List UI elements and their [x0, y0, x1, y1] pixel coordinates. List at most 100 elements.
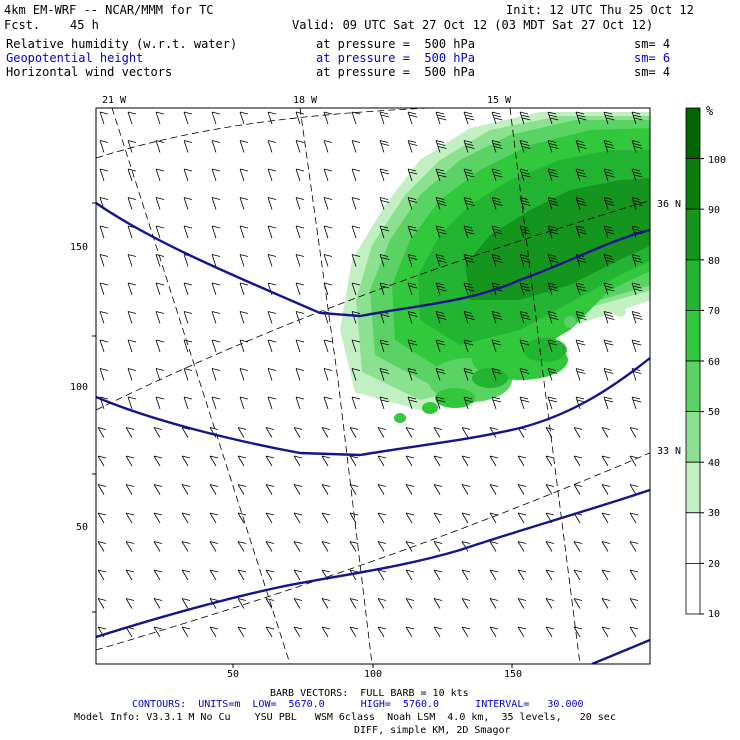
- colorbar-label: 20: [708, 559, 721, 570]
- wind-barb: [265, 541, 275, 552]
- relative-humidity-shading: [340, 112, 650, 423]
- wind-barb: [155, 111, 165, 125]
- wind-barb: [295, 111, 305, 125]
- wind-barb: [517, 626, 527, 638]
- wind-barb: [461, 626, 471, 638]
- wind-barb: [267, 396, 277, 410]
- wind-barb: [321, 427, 331, 438]
- humidity-area: [394, 413, 406, 423]
- wind-barb: [547, 311, 559, 324]
- wind-barb: [461, 569, 471, 581]
- colorbar-label: 10: [708, 609, 721, 620]
- geopotential-contour: [96, 357, 650, 457]
- latitude-label: 36 N: [657, 199, 682, 210]
- wind-barb: [435, 282, 447, 296]
- wind-barb: [603, 254, 615, 267]
- wind-barb: [209, 455, 219, 467]
- wind-barb: [379, 140, 390, 153]
- wind-barb: [433, 484, 443, 495]
- wind-barb: [405, 512, 415, 524]
- wind-barb: [127, 254, 137, 267]
- wind-barb: [351, 140, 361, 153]
- forecast-label: Fcst.: [4, 18, 41, 32]
- wind-barb: [407, 339, 418, 353]
- wind-barb: [211, 254, 221, 267]
- wind-barb: [629, 427, 639, 438]
- wind-barb: [209, 569, 219, 581]
- wind-barb: [519, 368, 530, 381]
- geopotential-contour: [96, 202, 650, 318]
- wind-barb: [321, 626, 331, 638]
- wind-barb: [323, 111, 333, 125]
- wind-barb: [491, 368, 502, 381]
- colorbar-swatch: [685, 208, 701, 261]
- wind-barb: [435, 254, 447, 267]
- wind-barb: [125, 427, 135, 438]
- wind-barb: [435, 225, 447, 239]
- wind-barb: [99, 225, 109, 239]
- wind-barb: [379, 282, 390, 296]
- colorbar-label: 30: [708, 508, 721, 519]
- humidity-area: [614, 307, 626, 317]
- wind-barb: [519, 254, 531, 267]
- wind-barb: [407, 254, 418, 267]
- wind-barb: [349, 427, 359, 438]
- colorbar-swatch: [685, 461, 701, 514]
- wind-barb: [463, 311, 475, 324]
- wind-barb: [405, 598, 415, 609]
- wind-barb: [239, 282, 249, 296]
- wind-barb: [603, 225, 615, 239]
- wind-barb: [631, 225, 643, 239]
- wind-barb: [237, 484, 247, 495]
- wind-barb: [183, 168, 193, 182]
- wind-barb: [127, 368, 137, 381]
- grid-line: [96, 452, 650, 651]
- wind-barb: [239, 140, 249, 153]
- wind-barb: [153, 598, 163, 609]
- wind-barb: [407, 168, 418, 182]
- wind-barb: [407, 111, 418, 125]
- wind-barb: [463, 368, 474, 381]
- wind-barb: [517, 455, 527, 467]
- wind-barb: [125, 484, 135, 495]
- wind-barb: [153, 427, 163, 438]
- wind-barb: [293, 541, 303, 552]
- colorbar-swatch: [685, 360, 701, 412]
- wind-barb: [491, 111, 503, 125]
- wind-barb: [545, 541, 555, 552]
- y-tick-label: 150: [70, 242, 89, 253]
- wind-barb: [433, 626, 443, 638]
- wind-barb: [293, 455, 303, 467]
- wind-barb: [547, 339, 558, 353]
- wind-barb: [99, 339, 109, 353]
- wind-barb: [377, 541, 387, 552]
- colorbar-label: 60: [708, 357, 721, 368]
- wind-barb: [519, 111, 531, 125]
- wind-barb: [155, 282, 165, 296]
- wind-barb: [603, 197, 615, 210]
- wind-barb: [97, 484, 107, 495]
- wind-barb: [349, 626, 359, 638]
- wind-barb: [323, 368, 333, 381]
- wind-barb: [377, 427, 387, 438]
- wind-barb: [321, 512, 331, 524]
- wind-barb: [601, 541, 611, 552]
- wind-barb: [405, 427, 415, 438]
- wind-barb: [351, 396, 361, 410]
- humidity-area: [422, 402, 438, 414]
- wind-barb: [155, 368, 165, 381]
- wind-barb: [603, 396, 614, 410]
- wind-barb: [519, 197, 531, 210]
- wind-barb: [349, 598, 359, 609]
- wind-barb: [463, 140, 475, 153]
- barb-legend: BARB VECTORS: FULL BARB = 10 kts: [270, 688, 469, 699]
- wind-barb: [461, 541, 471, 552]
- wind-barb: [265, 598, 275, 609]
- wind-barb: [323, 282, 333, 296]
- wind-barb: [519, 140, 531, 153]
- wind-barb: [349, 512, 359, 524]
- wind-barb: [265, 427, 275, 438]
- field-smoothing: sm= 6: [634, 51, 671, 65]
- wind-barb: [153, 541, 163, 552]
- wind-barb: [629, 484, 639, 495]
